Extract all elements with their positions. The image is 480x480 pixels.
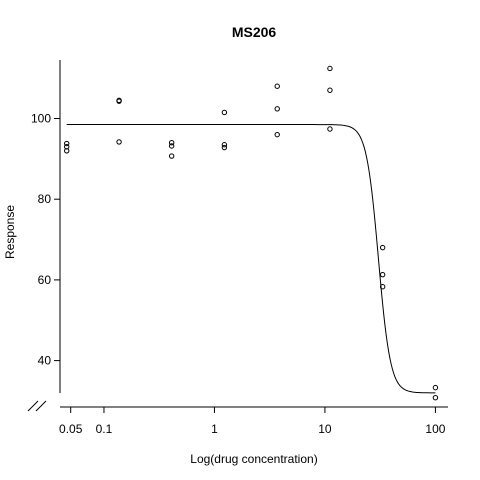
data-point [168, 153, 175, 159]
y-tick-label: 80 [38, 192, 52, 206]
y-tick-label: 40 [38, 354, 52, 368]
x-tick-label: 100 [425, 422, 445, 436]
data-point [432, 395, 439, 401]
y-tick-label: 100 [31, 112, 51, 126]
x-axis-ticks: 0.05 0.1 1 10 100 [59, 407, 446, 436]
data-point [327, 65, 333, 72]
data-point [432, 384, 439, 391]
data-point [221, 109, 228, 116]
y-axis-label: Response [3, 205, 17, 259]
x-tick-label: 0.05 [59, 422, 83, 436]
data-point [168, 140, 175, 146]
data-point [379, 244, 386, 251]
fitted-curve [66, 124, 436, 394]
data-point [221, 144, 228, 151]
data-point [274, 83, 280, 89]
data-points [64, 65, 439, 401]
data-point [327, 87, 333, 93]
x-tick-label: 10 [318, 422, 332, 436]
data-point [327, 126, 333, 132]
axis-break-icon [27, 400, 47, 412]
data-point [221, 142, 228, 148]
data-point [64, 148, 70, 154]
data-point [274, 106, 280, 112]
data-point [274, 131, 280, 138]
x-tick-label: 1 [211, 422, 218, 436]
data-point [116, 98, 122, 104]
data-point [168, 143, 175, 149]
data-point [379, 271, 386, 278]
data-point [64, 140, 70, 147]
chart-title: MS206 [232, 24, 277, 40]
y-tick-label: 60 [38, 273, 52, 287]
data-point [379, 284, 386, 290]
x-tick-label: 0.1 [96, 422, 113, 436]
x-axis-label: Log(drug concentration) [190, 452, 317, 466]
data-point [116, 139, 122, 145]
y-axis-ticks: 40 60 80 100 [31, 112, 60, 368]
